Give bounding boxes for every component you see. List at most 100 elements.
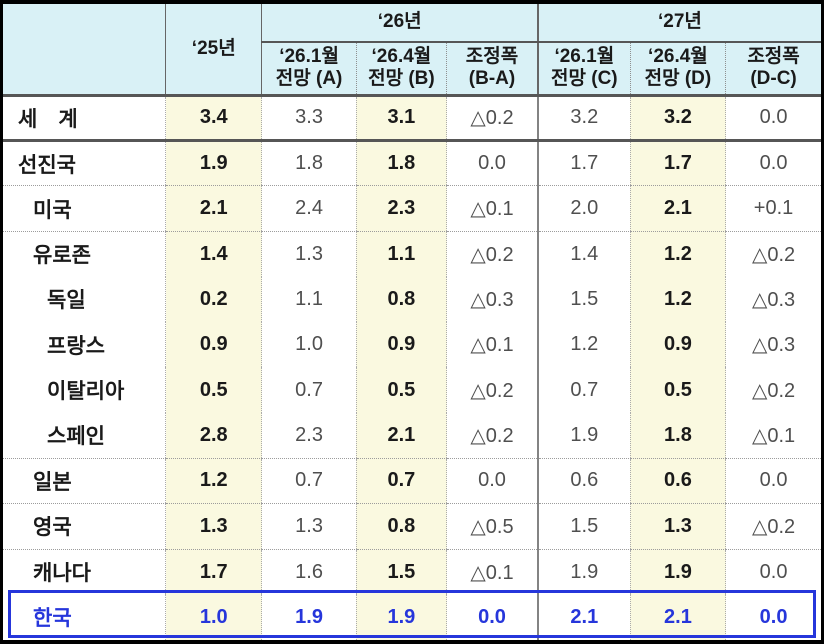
cell-usa-y25: 2.1 [165, 185, 262, 232]
cell-uk-y25: 1.3 [165, 503, 262, 550]
cell-spain-ba: △0.2 [446, 412, 538, 459]
row-label-germany: 독일 [47, 289, 86, 313]
cell-eurozone-c: 1.4 [536, 231, 631, 277]
col-header-forecast-c: ‘26.1월 전망 (C) [536, 42, 631, 97]
cell-canada-a: 1.6 [261, 549, 357, 595]
cell-japan-ba: 0.0 [446, 458, 538, 505]
cell-korea-d: 2.1 [629, 594, 726, 640]
cell-canada-dc: 0.0 [725, 549, 821, 595]
table-row-uk: 영국 1.3 1.3 0.8 △0.5 1.5 1.3 △0.2 [3, 503, 821, 550]
table-row-germany: 독일 0.2 1.1 0.8 △0.3 1.5 1.2 △0.3 [3, 276, 821, 323]
cell-usa-d: 2.1 [629, 185, 726, 232]
cell-world-a: 3.3 [261, 95, 357, 142]
row-label-world: 세 계 [3, 95, 166, 142]
cell-eurozone-b: 1.1 [355, 231, 447, 277]
cell-world-y25: 3.4 [165, 95, 262, 142]
table-row-italy: 이탈리아 0.5 0.7 0.5 △0.2 0.7 0.5 △0.2 [3, 367, 821, 413]
row-label-korea: 한국 [33, 607, 72, 631]
cell-eurozone-d: 1.2 [629, 231, 726, 277]
cell-japan-b: 0.7 [355, 458, 447, 505]
cell-germany-b: 0.8 [355, 276, 447, 323]
row-label-advanced: 선진국 [3, 140, 166, 187]
cell-france-b: 0.9 [355, 322, 447, 368]
col-header-line: 전망 (C) [551, 68, 618, 90]
table-row-advanced: 선진국 1.9 1.8 1.8 0.0 1.7 1.7 0.0 [3, 140, 821, 187]
cell-advanced-ba: 0.0 [446, 140, 538, 187]
cell-korea-a: 1.9 [261, 594, 357, 640]
row-label-italy: 이탈리아 [47, 380, 125, 404]
cell-france-d: 0.9 [629, 322, 726, 368]
cell-usa-a: 2.4 [261, 185, 357, 232]
table-row-korea: 한국 1.0 1.9 1.9 0.0 2.1 2.1 0.0 [3, 594, 821, 640]
cell-korea-dc: 0.0 [725, 594, 821, 640]
cell-canada-b: 1.5 [355, 549, 447, 595]
col-header-line: (B-A) [468, 68, 516, 90]
cell-advanced-y25: 1.9 [165, 140, 262, 187]
cell-world-c: 3.2 [536, 95, 631, 142]
table-row-world: 세 계 3.4 3.3 3.1 △0.2 3.2 3.2 0.0 [3, 95, 821, 142]
corner-header-cell [3, 4, 167, 97]
row-label-canada: 캐나다 [33, 562, 91, 586]
col-header-line: ‘26.4월 [648, 45, 708, 67]
cell-spain-y25: 2.8 [165, 412, 262, 459]
cell-italy-d: 0.5 [629, 367, 726, 413]
cell-germany-ba: △0.3 [446, 276, 538, 323]
col-group-header-y27: ‘27년 [536, 4, 821, 43]
col-header-adjust-dc: 조정폭 (D-C) [725, 42, 821, 97]
cell-italy-ba: △0.2 [446, 367, 538, 413]
cell-canada-c: 1.9 [536, 549, 631, 595]
cell-usa-dc: +0.1 [725, 185, 821, 232]
col-header-line: 전망 (B) [368, 68, 435, 90]
cell-germany-d: 1.2 [629, 276, 726, 323]
cell-italy-a: 0.7 [261, 367, 357, 413]
col-header-line: ‘26.1월 [554, 45, 615, 67]
cell-italy-b: 0.5 [355, 367, 447, 413]
table-header: ‘25년 ‘26년 ‘27년 ‘26.1월 전망 (A) ‘26.4월 전망 (… [3, 4, 821, 97]
cell-canada-y25: 1.7 [165, 549, 262, 595]
cell-canada-ba: △0.1 [446, 549, 538, 595]
cell-japan-c: 0.6 [536, 458, 631, 505]
cell-france-y25: 0.9 [165, 322, 262, 368]
cell-eurozone-a: 1.3 [261, 231, 357, 277]
cell-japan-y25: 1.2 [165, 458, 262, 505]
cell-japan-d: 0.6 [629, 458, 726, 505]
cell-world-ba: △0.2 [446, 95, 538, 142]
row-label-spain: 스페인 [3, 412, 166, 459]
cell-france-dc: △0.3 [725, 322, 821, 368]
table-body: 세 계 3.4 3.3 3.1 △0.2 3.2 3.2 0.0 선진국 1.9 1.8 1.8 0.0… [3, 95, 821, 640]
cell-spain-dc: △0.1 [725, 412, 821, 459]
cell-korea-ba: 0.0 [446, 594, 538, 640]
col-header-forecast-a: ‘26.1월 전망 (A) [261, 42, 357, 97]
col-header-forecast-b: ‘26.4월 전망 (B) [355, 42, 447, 97]
row-label-france: 프랑스 [47, 334, 105, 358]
cell-uk-ba: △0.5 [446, 503, 538, 550]
cell-uk-c: 1.5 [536, 503, 631, 550]
cell-italy-dc: △0.2 [725, 367, 821, 413]
col-header-line: 전망 (A) [275, 68, 343, 90]
cell-japan-a: 0.7 [261, 458, 357, 505]
col-group-header-y26: ‘26년 [261, 4, 539, 43]
cell-germany-a: 1.1 [261, 276, 357, 323]
col-header-adjust-ba: 조정폭 (B-A) [446, 42, 538, 97]
cell-uk-a: 1.3 [261, 503, 357, 550]
cell-korea-y25: 1.0 [165, 594, 262, 640]
cell-spain-b: 2.1 [355, 412, 447, 459]
cell-korea-b: 1.9 [355, 594, 447, 640]
cell-usa-ba: △0.1 [446, 185, 538, 232]
cell-korea-c: 2.1 [536, 594, 631, 640]
col-header-forecast-d: ‘26.4월 전망 (D) [629, 42, 726, 97]
col-header-line: 조정폭 [465, 45, 519, 67]
cell-france-a: 1.0 [261, 322, 357, 368]
cell-advanced-a: 1.8 [261, 140, 357, 187]
cell-world-b: 3.1 [355, 95, 447, 142]
cell-spain-a: 2.3 [261, 412, 357, 459]
cell-advanced-d: 1.7 [629, 140, 726, 187]
col-header-line: 전망 (D) [644, 68, 712, 90]
col-header-line: (D-C) [750, 68, 797, 90]
row-label-japan: 일본 [3, 458, 166, 505]
table-row-france: 프랑스 0.9 1.0 0.9 △0.1 1.2 0.9 △0.3 [3, 322, 821, 368]
table-row-eurozone: 유로존 1.4 1.3 1.1 △0.2 1.4 1.2 △0.2 [3, 231, 821, 277]
growth-forecast-table: ‘25년 ‘26년 ‘27년 ‘26.1월 전망 (A) ‘26.4월 전망 (… [3, 4, 821, 640]
cell-france-ba: △0.1 [446, 322, 538, 368]
